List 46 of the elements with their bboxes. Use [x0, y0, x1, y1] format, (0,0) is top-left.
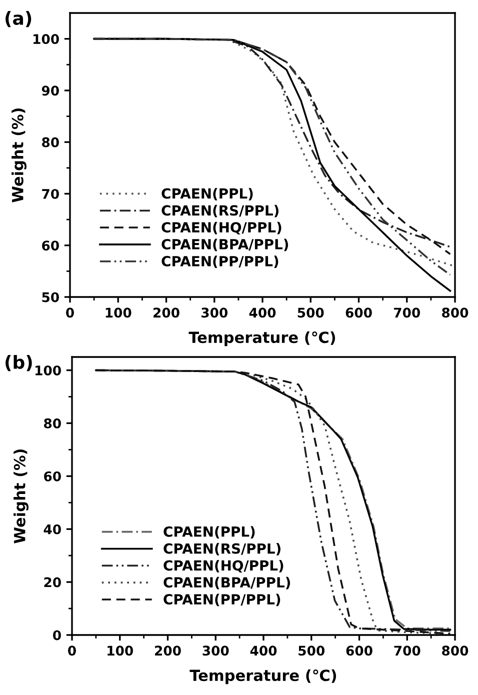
- x-axis-title: Temperature (℃): [188, 331, 336, 346]
- y-tick-label: 60: [44, 471, 61, 482]
- x-tick-label: 600: [346, 308, 372, 318]
- x-tick-label: 400: [250, 646, 277, 656]
- y-tick-label: 100: [36, 365, 61, 376]
- y-tick-label: 90: [42, 86, 59, 96]
- x-tick-label: 500: [298, 646, 325, 656]
- x-tick-label: 100: [108, 646, 134, 656]
- y-tick-label: 100: [34, 34, 59, 44]
- y-tick-label: 20: [44, 577, 61, 588]
- x-tick-label: 500: [298, 308, 324, 318]
- legend-label: CPAEN(PPL): [162, 188, 253, 200]
- legend-label: CPAEN(HQ/PPL): [164, 560, 284, 573]
- legend-label: CPAEN(BPA/PPL): [164, 576, 290, 590]
- x-tick-label: 0: [66, 308, 74, 318]
- legend-label: CPAEN(PP/PPL): [164, 594, 280, 606]
- legend-label: CPAEN(HQ/PPL): [162, 222, 282, 234]
- x-tick-label: 200: [154, 308, 180, 318]
- legend-label: CPAEN(RS/PPL): [162, 204, 278, 218]
- y-axis-title: Weight (%): [14, 450, 28, 544]
- y-tick-label: 0: [53, 630, 61, 640]
- legend-label: CPAEN(PPL): [164, 526, 255, 539]
- x-tick-label: 600: [346, 646, 372, 656]
- x-tick-label: 300: [201, 308, 228, 318]
- x-tick-label: 0: [68, 646, 76, 656]
- y-tick-label: 80: [42, 137, 59, 148]
- y-tick-label: 40: [44, 524, 61, 534]
- x-axis-title: Temperature (℃): [190, 669, 336, 684]
- legend-label: CPAEN(BPA/PPL): [162, 238, 288, 252]
- x-tick-label: 300: [202, 646, 229, 656]
- y-tick-label: 60: [42, 240, 59, 251]
- legend-label: CPAEN(RS/PPL): [164, 543, 280, 556]
- y-tick-label: 50: [42, 292, 59, 302]
- y-tick-label: 70: [42, 188, 59, 199]
- x-tick-label: 800: [442, 308, 468, 318]
- x-tick-label: 800: [442, 646, 468, 656]
- chart-title: (b): [6, 355, 32, 372]
- chart-title: (a): [6, 11, 32, 28]
- x-tick-label: 400: [249, 308, 276, 318]
- x-tick-label: 700: [394, 646, 420, 656]
- x-tick-label: 100: [106, 308, 132, 318]
- y-tick-label: 80: [44, 418, 61, 428]
- legend-label: CPAEN(PP/PPL): [162, 256, 278, 268]
- y-axis-title: Weight (%): [12, 108, 26, 202]
- x-tick-label: 700: [394, 308, 420, 318]
- x-tick-label: 200: [155, 646, 181, 656]
